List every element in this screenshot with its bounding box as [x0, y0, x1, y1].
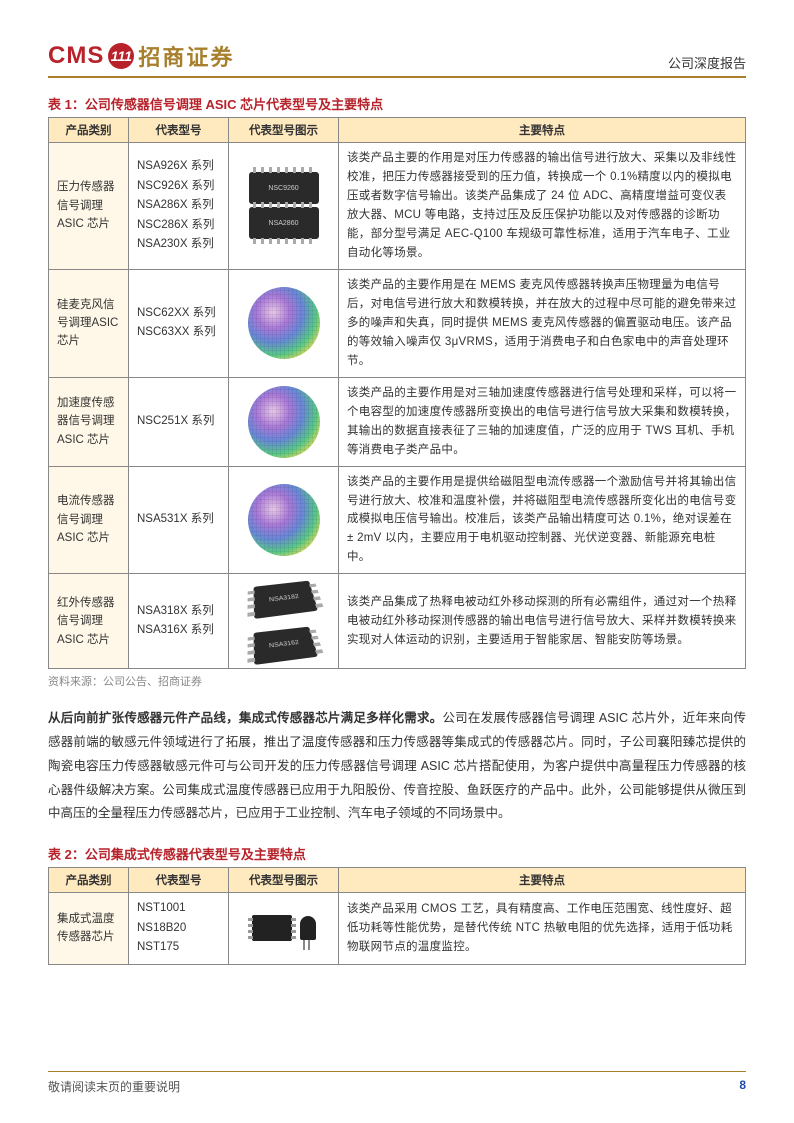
doc-type-label: 公司深度报告 [668, 53, 746, 72]
wafer-icon [248, 386, 320, 458]
row1-models: NSC62XX 系列 NSC63XX 系列 [129, 269, 229, 377]
row0-category: 压力传感器信号调理ASIC 芯片 [49, 143, 129, 270]
row2-image [229, 377, 339, 466]
page-number: 8 [739, 1078, 746, 1095]
row4-image: NSA3182 NSA3162 [229, 574, 339, 669]
table1: 产品类别 代表型号 代表型号图示 主要特点 压力传感器信号调理ASIC 芯片 N… [48, 117, 746, 669]
row0-image: NSC9260 NSA2860 [229, 143, 339, 270]
chip-soic-icon: NSA3162 [253, 627, 318, 665]
row3-category: 电流传感器信号调理ASIC 芯片 [49, 466, 129, 574]
row4-models: NSA318X 系列 NSA316X 系列 [129, 574, 229, 669]
table1-col2: 代表型号图示 [229, 118, 339, 143]
logo-circle-icon: 111 [108, 43, 134, 69]
table2-col1: 代表型号 [129, 868, 229, 893]
table-row: 集成式温度传感器芯片 NST1001 NS18B20 NST175 该类产品采用… [49, 893, 746, 965]
table-row: 硅麦克风信号调理ASIC 芯片 NSC62XX 系列 NSC63XX 系列 该类… [49, 269, 746, 377]
table1-source: 资料来源：公司公告、招商证券 [48, 673, 746, 689]
chip-ic-icon: NSA2860 [249, 207, 319, 239]
wafer-icon [248, 287, 320, 359]
ic-to92-icon [300, 916, 316, 940]
logo-text-cn: 招商证券 [138, 40, 234, 72]
wafer-icon [248, 484, 320, 556]
table2-title: 表 2：公司集成式传感器代表型号及主要特点 [48, 844, 746, 863]
row4-desc: 该类产品集成了热释电被动红外移动探测的所有必需组件，通过对一个热释电被动红外移动… [339, 574, 746, 669]
row1-category: 硅麦克风信号调理ASIC 芯片 [49, 269, 129, 377]
row2-category: 加速度传感器信号调理ASIC 芯片 [49, 377, 129, 466]
logo: CMS 111 招商证券 [48, 40, 234, 72]
row0-models: NSA926X 系列 NSC926X 系列 NSA286X 系列 NSC286X… [129, 143, 229, 270]
row3-image [229, 466, 339, 574]
paragraph-body: 公司在发展传感器信号调理 ASIC 芯片外，近年来向传感器前端的敏感元件领域进行… [48, 711, 746, 820]
table-row: 红外传感器信号调理ASIC 芯片 NSA318X 系列 NSA316X 系列 N… [49, 574, 746, 669]
page-footer: 敬请阅读末页的重要说明 8 [48, 1071, 746, 1095]
row2-models: NSC251X 系列 [129, 377, 229, 466]
paragraph-lead: 从后向前扩张传感器元件产品线，集成式传感器芯片满足多样化需求。 [48, 711, 442, 725]
chip-ic-icon: NSC9260 [249, 172, 319, 204]
row1-desc: 该类产品的主要作用是在 MEMS 麦克风传感器转换声压物理量为电信号后，对电信号… [339, 269, 746, 377]
table1-col1: 代表型号 [129, 118, 229, 143]
page-header: CMS 111 招商证券 公司深度报告 [48, 40, 746, 78]
t2row0-models: NST1001 NS18B20 NST175 [129, 893, 229, 965]
table2: 产品类别 代表型号 代表型号图示 主要特点 集成式温度传感器芯片 NST1001… [48, 867, 746, 965]
row1-image [229, 269, 339, 377]
row3-models: NSA531X 系列 [129, 466, 229, 574]
chip-soic-icon: NSA3182 [253, 581, 318, 619]
table1-title: 表 1：公司传感器信号调理 ASIC 芯片代表型号及主要特点 [48, 94, 746, 113]
table1-col0: 产品类别 [49, 118, 129, 143]
ic-small-icon [252, 915, 292, 941]
table2-col3: 主要特点 [339, 868, 746, 893]
row3-desc: 该类产品的主要作用是提供给磁阻型电流传感器一个激励信号并将其输出信号进行放大、校… [339, 466, 746, 574]
row4-category: 红外传感器信号调理ASIC 芯片 [49, 574, 129, 669]
table-row: 压力传感器信号调理ASIC 芯片 NSA926X 系列 NSC926X 系列 N… [49, 143, 746, 270]
t2row0-image [229, 893, 339, 965]
logo-text-en: CMS [48, 42, 104, 70]
row0-desc: 该类产品主要的作用是对压力传感器的输出信号进行放大、采集以及非线性校准，把压力传… [339, 143, 746, 270]
table-row: 加速度传感器信号调理ASIC 芯片 NSC251X 系列 该类产品的主要作用是对… [49, 377, 746, 466]
footer-note: 敬请阅读末页的重要说明 [48, 1078, 180, 1095]
table2-col0: 产品类别 [49, 868, 129, 893]
t2row0-desc: 该类产品采用 CMOS 工艺，具有精度高、工作电压范围宽、线性度好、超低功耗等性… [339, 893, 746, 965]
t2row0-category: 集成式温度传感器芯片 [49, 893, 129, 965]
table1-col3: 主要特点 [339, 118, 746, 143]
table-row: 电流传感器信号调理ASIC 芯片 NSA531X 系列 该类产品的主要作用是提供… [49, 466, 746, 574]
body-paragraph: 从后向前扩张传感器元件产品线，集成式传感器芯片满足多样化需求。公司在发展传感器信… [48, 707, 746, 826]
row2-desc: 该类产品的主要作用是对三轴加速度传感器进行信号处理和采样，可以将一个电容型的加速… [339, 377, 746, 466]
table2-col2: 代表型号图示 [229, 868, 339, 893]
